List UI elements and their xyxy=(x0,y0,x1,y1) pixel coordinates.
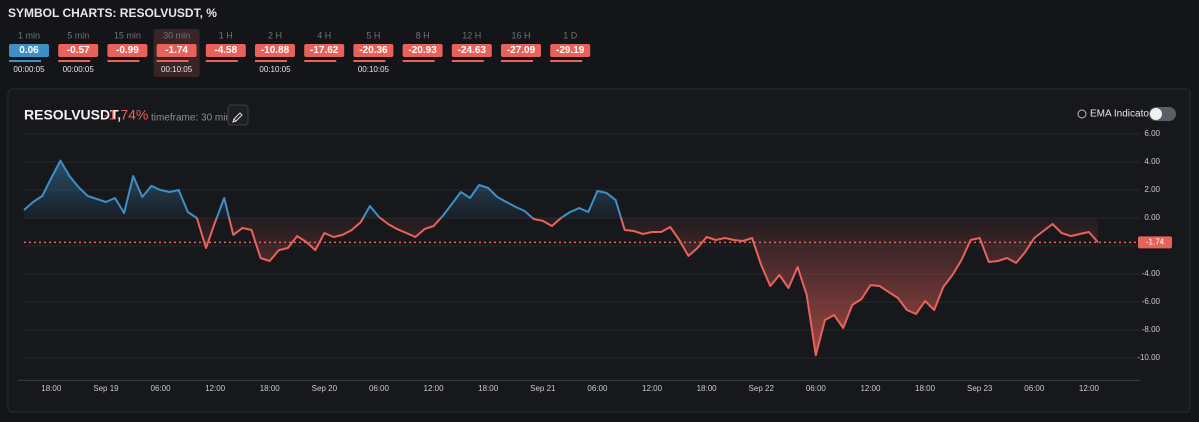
x-tick-label: Sep 20 xyxy=(312,384,338,393)
timeframe-name: 4 H xyxy=(317,30,331,40)
x-tick-label: 12:00 xyxy=(424,384,445,393)
timeframe-timer: 00:10:05 xyxy=(161,65,193,74)
timeframe-timer: 00:10:05 xyxy=(358,65,390,74)
indicator-label: EMA Indicator xyxy=(1090,109,1153,120)
timeframe-button[interactable] xyxy=(304,44,345,57)
timeframe-value: -29.19 xyxy=(556,45,585,56)
x-tick-label: Sep 22 xyxy=(749,384,775,393)
y-tick-label: -8.00 xyxy=(1142,325,1161,334)
y-tick-label: 4.00 xyxy=(1144,157,1160,166)
timeframe-value: -10.88 xyxy=(261,45,290,56)
timeframe-timer: 00:00:05 xyxy=(63,65,95,74)
y-tick-label: -4.00 xyxy=(1142,269,1161,278)
timeframe-name: 12 H xyxy=(462,30,481,40)
timeframe-value: 0.06 xyxy=(19,45,39,56)
timeframe-button[interactable] xyxy=(107,44,148,57)
x-tick-label: 06:00 xyxy=(587,384,608,393)
y-tick-label: -6.00 xyxy=(1142,297,1161,306)
area xyxy=(24,160,1098,356)
timeframe-value: -1.74 xyxy=(165,45,188,56)
toggle-knob xyxy=(1150,108,1162,120)
x-tick-label: 06:00 xyxy=(151,384,172,393)
timeframe-name: 2 H xyxy=(268,30,282,40)
timeframe-button[interactable] xyxy=(255,44,295,57)
timeframe-underline xyxy=(58,60,91,62)
timeframe-name: 1 D xyxy=(563,30,578,40)
timeframe-button[interactable] xyxy=(550,44,591,57)
timeframe-underline xyxy=(501,60,533,62)
timeframe-value: -20.36 xyxy=(359,45,388,56)
timeframe-label: timeframe: 30 min xyxy=(151,113,231,124)
timeframe-button[interactable] xyxy=(9,44,49,57)
x-tick-label: 06:00 xyxy=(369,384,390,393)
timeframe-name: 16 H xyxy=(511,30,530,40)
x-tick-label: Sep 21 xyxy=(530,384,556,393)
timeframe-value: -20.93 xyxy=(408,45,437,56)
x-tick-label: 18:00 xyxy=(260,384,281,393)
x-tick-label: 12:00 xyxy=(1079,384,1100,393)
timeframe-value: -27.09 xyxy=(507,45,536,56)
timeframe-underline xyxy=(353,60,386,62)
timeframe-name: 15 min xyxy=(114,30,141,40)
y-tick-label: 2.00 xyxy=(1144,185,1160,194)
timeframe-button[interactable] xyxy=(353,44,394,57)
x-tick-label: 18:00 xyxy=(915,384,936,393)
x-tick-label: 06:00 xyxy=(1024,384,1045,393)
x-tick-label: 12:00 xyxy=(860,384,881,393)
edit-icon xyxy=(232,112,243,123)
current-label: -1.74 xyxy=(1146,237,1165,246)
x-tick-label: 06:00 xyxy=(806,384,827,393)
timeframe-underline xyxy=(107,60,140,62)
x-tick-label: 18:00 xyxy=(697,384,718,393)
timeframe-value: -0.57 xyxy=(67,45,90,56)
y-tick-label: -10.00 xyxy=(1137,353,1160,362)
line xyxy=(23,159,1099,357)
y-tick-label: 0.00 xyxy=(1144,213,1160,222)
x-tick-label: 18:00 xyxy=(478,384,499,393)
chart-panel xyxy=(7,88,1191,413)
y-tick-label: 6.00 xyxy=(1144,129,1160,138)
timeframe-button[interactable] xyxy=(402,44,443,57)
x-tick-label: Sep 23 xyxy=(967,384,993,393)
timeframe-underline xyxy=(550,60,583,62)
timeframe-timer: 00:00:05 xyxy=(13,65,45,74)
timeframe-name: 8 H xyxy=(416,30,430,40)
x-tick-label: Sep 19 xyxy=(93,384,119,393)
timeframe-underline xyxy=(156,60,189,62)
timeframe-button[interactable] xyxy=(205,44,246,57)
timeframe-name: 30 min xyxy=(163,30,190,40)
timeframe-timer: 00:10:05 xyxy=(259,65,291,74)
help-icon[interactable] xyxy=(1077,109,1087,119)
timeframe-underline xyxy=(402,60,435,62)
timeframe-underline xyxy=(451,60,484,62)
current-badge xyxy=(1138,236,1172,249)
x-tick-label: 12:00 xyxy=(205,384,226,393)
timeframe-underline xyxy=(205,60,238,62)
timeframe-name: 5 H xyxy=(366,30,380,40)
timeframe-name: 1 min xyxy=(18,30,40,40)
change: -1.74% xyxy=(104,107,148,123)
page-title: SYMBOL CHARTS: RESOLVUSDT, % xyxy=(8,6,217,20)
timeframe-button[interactable] xyxy=(501,44,541,57)
timeframe-underline xyxy=(255,60,287,62)
timeframe-name: 1 H xyxy=(219,30,233,40)
timeframe-button[interactable] xyxy=(58,44,99,57)
x-tick-label: 12:00 xyxy=(642,384,663,393)
symbol: RESOLVUSDT, xyxy=(24,107,121,123)
timeframe-button[interactable] xyxy=(451,44,492,57)
timeframe-value: -24.63 xyxy=(458,45,487,56)
timeframe-value: -17.62 xyxy=(310,45,339,56)
timeframe-underline xyxy=(304,60,337,62)
timeframe-value: -4.58 xyxy=(214,45,237,56)
timeframe-button[interactable] xyxy=(156,44,197,57)
timeframe-value: -0.99 xyxy=(116,45,139,56)
timeframe-underline xyxy=(9,60,41,62)
x-tick-label: 18:00 xyxy=(41,384,62,393)
timeframe-name: 5 min xyxy=(67,30,89,40)
